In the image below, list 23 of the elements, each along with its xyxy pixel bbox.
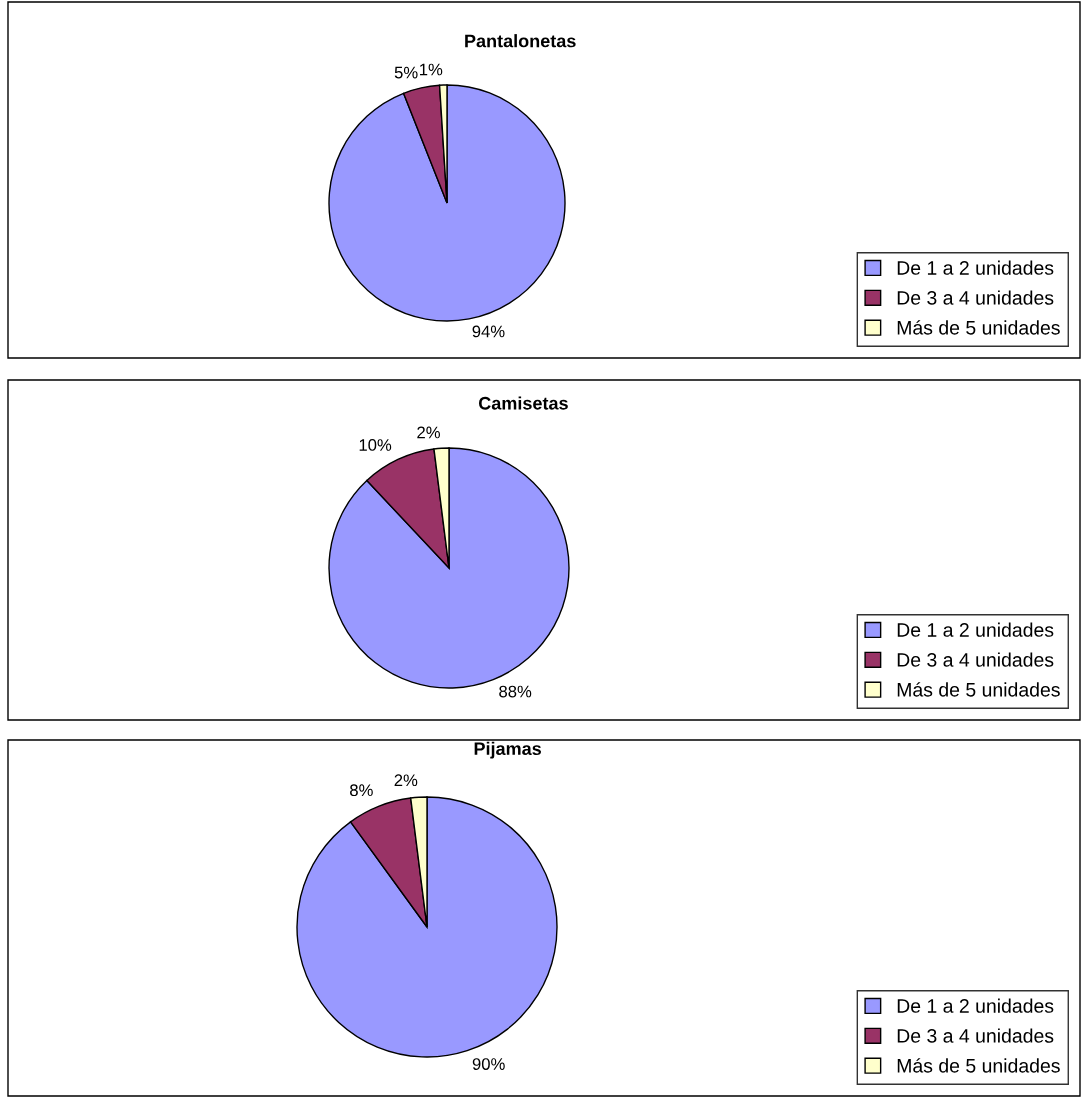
legend-label: De 3 a 4 unidades [897, 1028, 1054, 1043]
legend-label: De 3 a 4 unidades [897, 290, 1054, 305]
chart-title: Pantalonetas [465, 34, 576, 48]
data-label: 10% [359, 439, 392, 451]
data-label: 2% [394, 774, 418, 787]
legend-label: De 1 a 2 unidades [897, 998, 1054, 1013]
legend-label: De 1 a 2 unidades [897, 622, 1054, 637]
pie-slice [296, 796, 558, 1058]
chart-title: Camisetas [478, 396, 568, 410]
legend-label: Más de 5 unidades [897, 1058, 1060, 1073]
legend-label: De 3 a 4 unidades [897, 652, 1054, 667]
legend-label: Más de 5 unidades [897, 682, 1060, 697]
data-label: 1% [420, 63, 443, 76]
data-label: 90% [472, 1058, 505, 1070]
data-label: 2% [417, 426, 440, 439]
chart-title: Pijamas [474, 741, 541, 759]
pie-slice [328, 84, 566, 322]
data-label: 88% [499, 685, 532, 698]
data-label: 5% [394, 66, 418, 79]
legend-label: De 1 a 2 unidades [897, 260, 1054, 275]
data-label: 8% [350, 784, 373, 797]
legend-label: Más de 5 unidades [897, 320, 1060, 335]
data-label: 94% [472, 325, 505, 338]
